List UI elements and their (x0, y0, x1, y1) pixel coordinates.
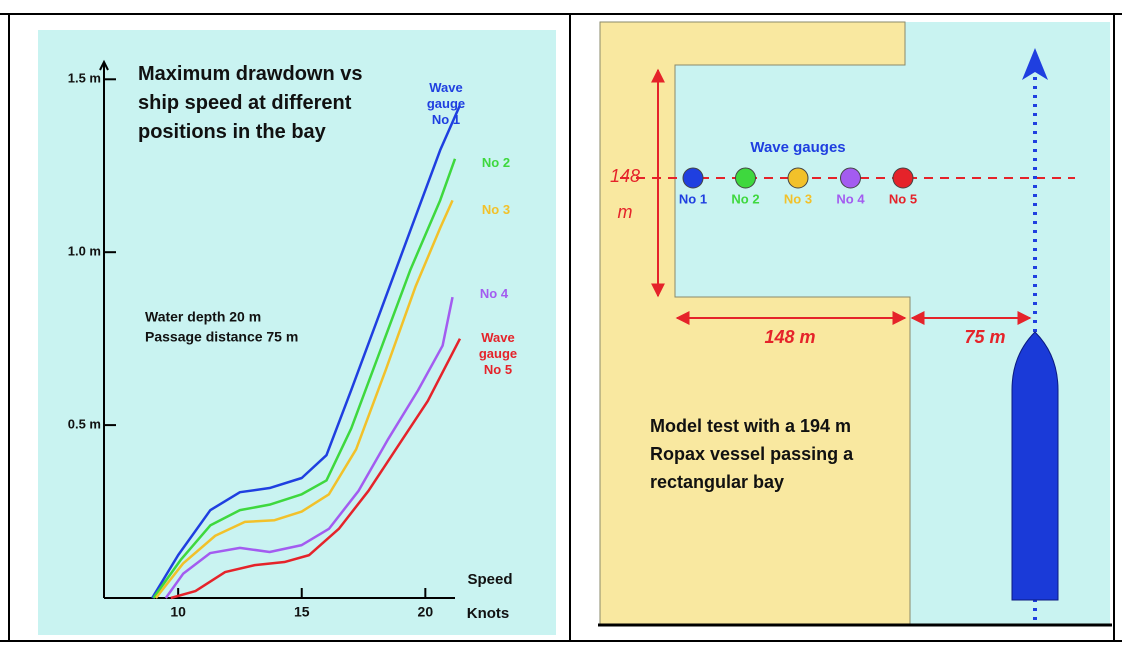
gauge-label: No 4 (836, 191, 865, 206)
gauges-title: Wave gauges (750, 139, 845, 156)
width-label: 148 m (764, 327, 815, 347)
depth-label: 148 m (608, 158, 658, 228)
page: {"chart_data": {"type": "line", "title":… (0, 0, 1122, 642)
distance-label: 75 m (964, 327, 1005, 347)
legend-label-text: Wave gauge No 5 (470, 330, 526, 378)
caption: Model test with a 194 m Ropax vessel pas… (650, 412, 865, 552)
gauge-label: No 5 (889, 191, 917, 206)
gauge (893, 168, 913, 188)
annotation: Water depth 20 m (145, 309, 261, 325)
annotation: Passage distance 75 m (145, 329, 298, 345)
x-axis-unit: Knots (467, 605, 510, 622)
chart-title: Maximum drawdown vs ship speed at differ… (138, 60, 388, 190)
chart-title-text: Maximum drawdown vs ship speed at differ… (138, 60, 388, 147)
gauge (683, 168, 703, 188)
legend-label-text: No 2 (468, 155, 524, 171)
x-axis-label: Speed (467, 571, 512, 588)
gauge-label: No 2 (731, 191, 759, 206)
legend-label: No 3 (468, 202, 530, 272)
legend-label: Wave gauge No 5 (470, 330, 532, 400)
legend-label-text: No 4 (466, 286, 522, 302)
depth-text: 148 m (608, 158, 642, 228)
gauge (788, 168, 808, 188)
gauge-label: No 1 (679, 191, 707, 206)
figure: 0.5 m 1.0 m 1.5 m 10 15 20 Speed Knots Maximum d… (0, 0, 1122, 642)
gauge (841, 168, 861, 188)
legend-label-text: No 3 (468, 202, 524, 218)
caption-text: Model test with a 194 m Ropax vessel pas… (650, 412, 865, 496)
x-tick-label: 15 (294, 604, 310, 620)
ship (1012, 332, 1058, 600)
legend-label: Wave gauge No 1 (418, 80, 480, 150)
gauge (736, 168, 756, 188)
y-tick-label: 1.5 m (68, 71, 101, 86)
y-tick-label: 1.0 m (68, 244, 101, 259)
gauge-label: No 3 (784, 191, 812, 206)
x-tick-label: 10 (170, 604, 186, 620)
x-tick-label: 20 (418, 604, 434, 620)
legend-label-text: Wave gauge No 1 (418, 80, 474, 128)
diagram: Wave gauges 148 m 148 m 75 m Model test … (598, 22, 1112, 625)
y-tick-label: 0.5 m (68, 417, 101, 432)
